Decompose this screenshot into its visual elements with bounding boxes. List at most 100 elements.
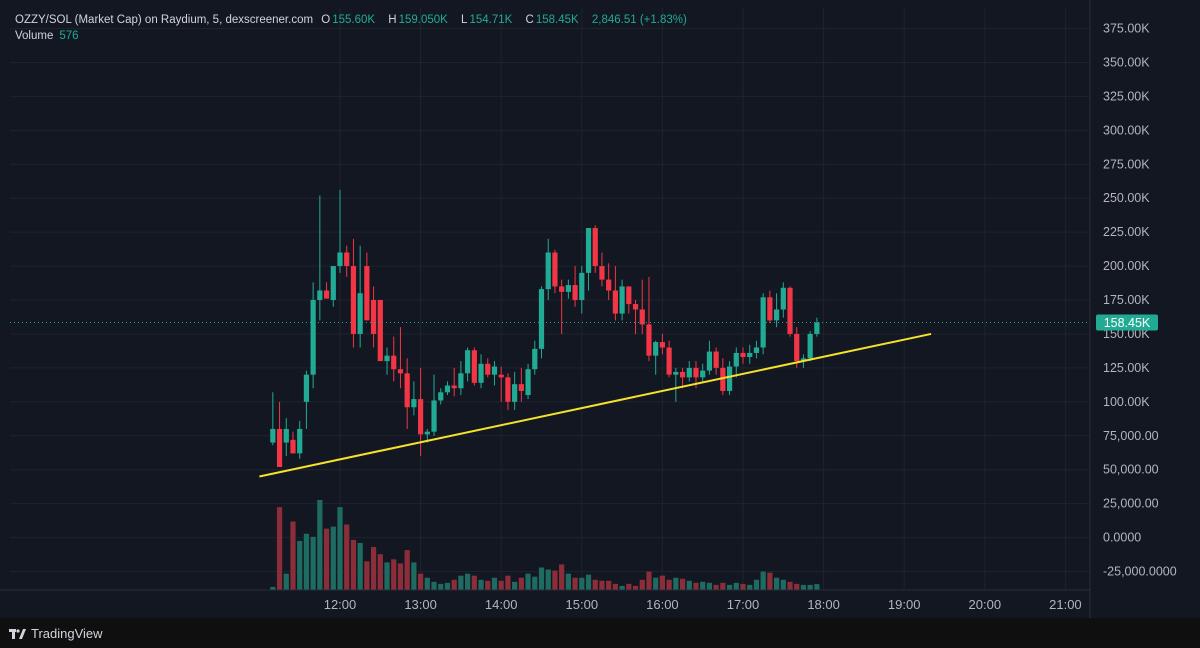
- candle[interactable]: [713, 347, 719, 375]
- candle[interactable]: [397, 327, 404, 389]
- candle[interactable]: [438, 388, 444, 405]
- candle[interactable]: [283, 418, 289, 457]
- volume-bar: [478, 579, 484, 590]
- candle[interactable]: [330, 266, 336, 307]
- candle[interactable]: [518, 367, 524, 402]
- last-price-label: 158.45K: [1104, 316, 1151, 330]
- candle[interactable]: [337, 190, 343, 273]
- volume-bar: [740, 583, 746, 590]
- y-tick-label: 0.0000: [1103, 531, 1141, 545]
- candle[interactable]: [572, 266, 578, 307]
- candle[interactable]: [626, 286, 632, 314]
- candle-body: [787, 287, 793, 334]
- candle[interactable]: [310, 282, 316, 389]
- candle[interactable]: [512, 371, 518, 410]
- candle[interactable]: [747, 344, 753, 364]
- candle[interactable]: [451, 367, 457, 397]
- candle-layer[interactable]: [270, 190, 820, 467]
- candle[interactable]: [753, 340, 760, 359]
- candle[interactable]: [787, 286, 793, 337]
- candle[interactable]: [323, 282, 330, 299]
- candle-body: [418, 399, 424, 435]
- volume-bar: [337, 507, 343, 590]
- candle-body: [606, 279, 612, 291]
- candle[interactable]: [491, 361, 498, 386]
- candle[interactable]: [639, 279, 645, 334]
- candle[interactable]: [538, 286, 545, 359]
- volume-bar: [646, 571, 652, 590]
- trendline-layer[interactable]: [259, 332, 932, 478]
- candle[interactable]: [364, 252, 370, 321]
- candle[interactable]: [740, 347, 746, 364]
- candle[interactable]: [706, 340, 713, 375]
- candle[interactable]: [303, 370, 310, 429]
- candle-body: [404, 373, 410, 408]
- candle[interactable]: [659, 333, 665, 355]
- candle[interactable]: [760, 293, 766, 355]
- candle[interactable]: [444, 381, 451, 396]
- candle[interactable]: [653, 340, 659, 375]
- candle[interactable]: [726, 361, 733, 396]
- candle[interactable]: [545, 238, 551, 300]
- candle[interactable]: [559, 279, 565, 334]
- candle[interactable]: [686, 361, 692, 382]
- candle[interactable]: [632, 300, 639, 334]
- x-tick-label: 21:00: [1049, 597, 1082, 612]
- candle[interactable]: [552, 249, 558, 294]
- candle[interactable]: [585, 228, 592, 291]
- candle[interactable]: [565, 279, 571, 299]
- candle[interactable]: [814, 317, 820, 337]
- candle[interactable]: [465, 347, 471, 382]
- candle-body: [364, 266, 370, 321]
- candle[interactable]: [317, 195, 323, 321]
- candle[interactable]: [606, 263, 612, 300]
- candle[interactable]: [276, 401, 283, 467]
- candle[interactable]: [411, 381, 417, 416]
- candle[interactable]: [478, 354, 484, 389]
- candle[interactable]: [780, 282, 786, 318]
- candle[interactable]: [370, 286, 377, 348]
- candle[interactable]: [384, 347, 390, 375]
- candle[interactable]: [579, 266, 585, 314]
- candle[interactable]: [532, 340, 538, 375]
- candle[interactable]: [767, 290, 773, 324]
- candle[interactable]: [720, 358, 726, 396]
- candle[interactable]: [619, 279, 625, 321]
- trendline[interactable]: [259, 332, 932, 478]
- candle[interactable]: [666, 340, 672, 378]
- candle[interactable]: [471, 347, 477, 386]
- candle[interactable]: [270, 392, 276, 446]
- candle[interactable]: [357, 245, 363, 348]
- candle[interactable]: [599, 252, 605, 287]
- candle[interactable]: [773, 293, 780, 328]
- change-value: 2,846.51 (+1.83%): [591, 14, 687, 26]
- candle[interactable]: [377, 300, 383, 362]
- volume-bar: [814, 584, 820, 590]
- volume-bar: [639, 579, 645, 590]
- candle[interactable]: [646, 276, 652, 362]
- candle[interactable]: [673, 367, 679, 402]
- candle[interactable]: [485, 358, 491, 378]
- candle[interactable]: [498, 366, 504, 402]
- candle-body: [276, 428, 283, 467]
- candle[interactable]: [404, 358, 410, 429]
- tradingview-brand[interactable]: TradingView: [9, 626, 103, 641]
- volume-bar: [397, 563, 404, 590]
- candle[interactable]: [344, 245, 350, 277]
- candle[interactable]: [700, 363, 706, 382]
- candle[interactable]: [431, 374, 437, 436]
- candle[interactable]: [807, 331, 813, 362]
- candle[interactable]: [612, 266, 618, 321]
- candle[interactable]: [290, 431, 296, 454]
- candle[interactable]: [794, 327, 800, 368]
- candle[interactable]: [679, 367, 686, 389]
- candle[interactable]: [391, 336, 397, 382]
- candle[interactable]: [458, 361, 464, 396]
- candle[interactable]: [350, 238, 357, 348]
- candle[interactable]: [525, 363, 531, 400]
- candle[interactable]: [733, 347, 739, 378]
- candle[interactable]: [505, 373, 511, 410]
- candle[interactable]: [297, 420, 303, 459]
- candle[interactable]: [592, 225, 598, 273]
